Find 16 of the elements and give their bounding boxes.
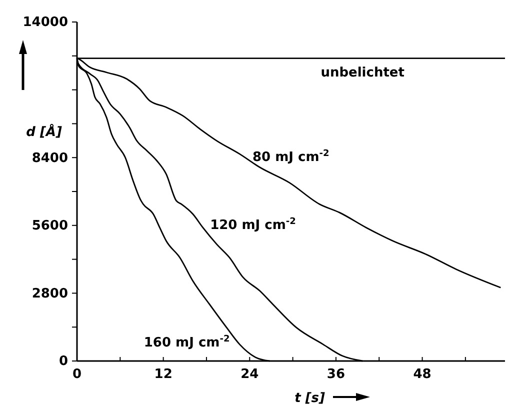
series-label: 160 mJ cm$^{-2}$ bbox=[144, 334, 230, 350]
x-tick-label: 48 bbox=[413, 367, 432, 382]
x-tick-label: 12 bbox=[154, 367, 172, 382]
x-tick-label: 0 bbox=[72, 367, 82, 382]
series-label: 120 mJ cm$^{-2}$ bbox=[210, 217, 296, 234]
y-tick-label: 14000 bbox=[22, 15, 68, 30]
series-label: 80 mJ cm$^{-2}$ bbox=[252, 149, 330, 166]
x-axis-title: t [s] bbox=[294, 391, 326, 406]
x-tick-label: 36 bbox=[326, 367, 346, 382]
y-tick-label: 8400 bbox=[32, 150, 68, 166]
y-tick-label: 5600 bbox=[32, 218, 68, 234]
y-axis-title: d [Å] bbox=[26, 123, 62, 140]
y-tick-label: 0 bbox=[58, 354, 68, 370]
y-tick-label: 2800 bbox=[32, 286, 68, 302]
series-label: unbelichtet bbox=[320, 65, 404, 80]
x-tick-label: 24 bbox=[240, 367, 259, 382]
